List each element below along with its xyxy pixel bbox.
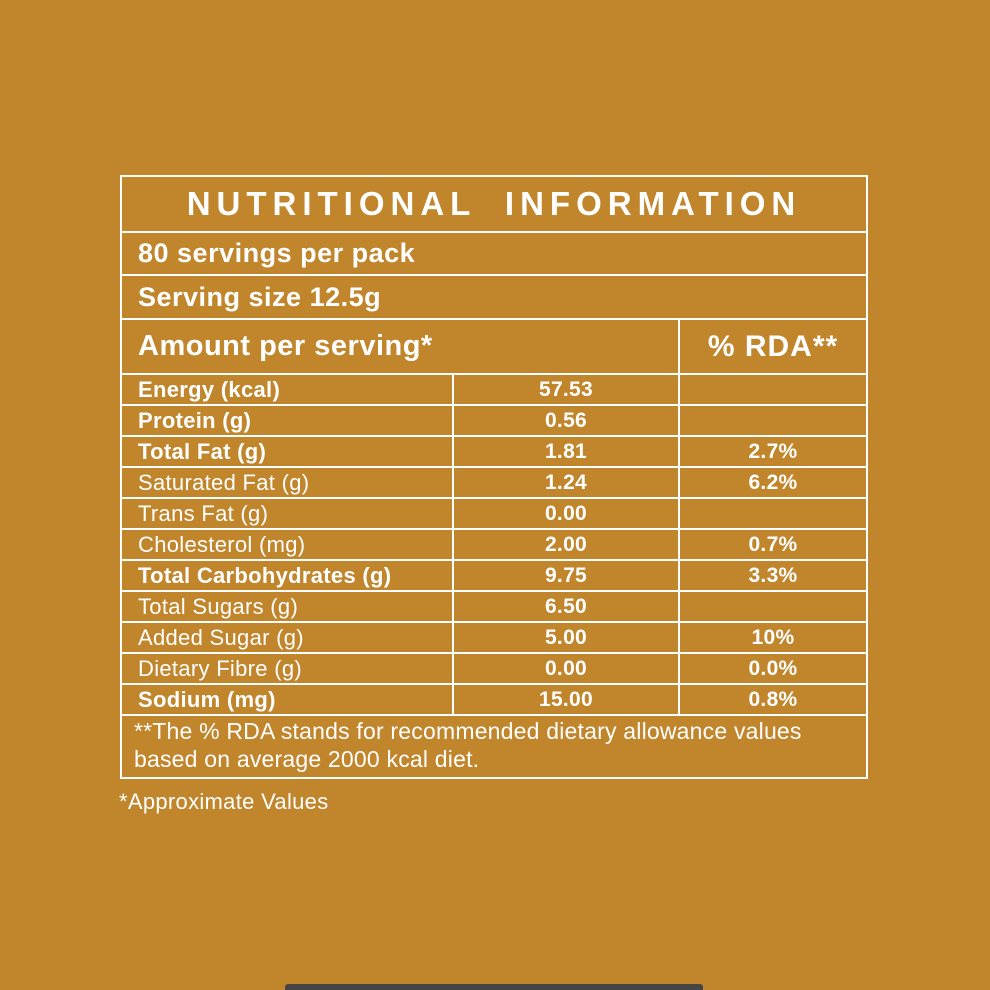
- approximate-values-note: *Approximate Values: [119, 789, 329, 814]
- nutrient-amount: 6.50: [452, 592, 678, 621]
- table-row-protein: Protein (g) 0.56: [122, 404, 866, 435]
- nutrient-label: Trans Fat (g): [138, 500, 269, 526]
- nutrient-amount: 1.81: [452, 437, 678, 466]
- panel-title: NUTRITIONAL INFORMATION: [186, 185, 802, 222]
- nutrient-label: Total Fat (g): [138, 438, 267, 464]
- nutrient-amount: 2.00: [452, 530, 678, 559]
- table-row-energy: Energy (kcal) 57.53: [122, 373, 866, 404]
- nutrient-rda: [678, 406, 866, 435]
- table-row-total-carbohydrates: Total Carbohydrates (g) 9.75 3.3%: [122, 559, 866, 590]
- nutrient-rda: [678, 499, 866, 528]
- nutrient-rda: 0.0%: [678, 654, 866, 683]
- nutrient-amount: 15.00: [452, 685, 678, 714]
- nutrient-rda: [678, 375, 866, 404]
- nutrient-amount: 0.56: [452, 406, 678, 435]
- home-indicator-bar: [285, 984, 703, 990]
- nutrient-amount: 0.00: [452, 499, 678, 528]
- nutrient-label: Sodium (mg): [138, 686, 276, 712]
- table-header-row: Amount per serving* % RDA**: [122, 318, 866, 373]
- table-row-added-sugar: Added Sugar (g) 5.00 10%: [122, 621, 866, 652]
- serving-size: Serving size 12.5g: [122, 274, 866, 318]
- servings-per-pack: 80 servings per pack: [122, 231, 866, 274]
- table-row-sodium: Sodium (mg) 15.00 0.8%: [122, 683, 866, 714]
- nutrient-label: Total Sugars (g): [138, 593, 299, 619]
- table-row-saturated-fat: Saturated Fat (g) 1.24 6.2%: [122, 466, 866, 497]
- nutrient-rda: 0.8%: [678, 685, 866, 714]
- nutrient-rda: 0.7%: [678, 530, 866, 559]
- table-row-dietary-fibre: Dietary Fibre (g) 0.00 0.0%: [122, 652, 866, 683]
- nutrient-rda: [678, 592, 866, 621]
- nutrient-label: Energy (kcal): [138, 376, 281, 402]
- nutrient-label: Total Carbohydrates (g): [138, 562, 392, 588]
- nutrient-amount: 0.00: [452, 654, 678, 683]
- table-row-total-fat: Total Fat (g) 1.81 2.7%: [122, 435, 866, 466]
- nutrient-rda: 6.2%: [678, 468, 866, 497]
- nutrient-amount: 9.75: [452, 561, 678, 590]
- rda-footnote: **The % RDA stands for recommended dieta…: [122, 714, 866, 774]
- nutrient-label: Saturated Fat (g): [138, 469, 310, 495]
- nutrient-rda: 3.3%: [678, 561, 866, 590]
- nutrient-rda: 2.7%: [678, 437, 866, 466]
- nutrient-amount: 57.53: [452, 375, 678, 404]
- amount-per-serving-header: Amount per serving*: [138, 330, 433, 362]
- nutrient-label: Added Sugar (g): [138, 624, 304, 650]
- nutrient-label: Protein (g): [138, 407, 252, 433]
- table-row-trans-fat: Trans Fat (g) 0.00: [122, 497, 866, 528]
- table-row-cholesterol: Cholesterol (mg) 2.00 0.7%: [122, 528, 866, 559]
- nutrient-rda: 10%: [678, 623, 866, 652]
- nutrient-amount: 1.24: [452, 468, 678, 497]
- nutrient-label: Cholesterol (mg): [138, 531, 306, 557]
- nutrition-facts-panel: NUTRITIONAL INFORMATION 80 servings per …: [120, 175, 868, 779]
- nutrient-label: Dietary Fibre (g): [138, 655, 303, 681]
- table-row-total-sugars: Total Sugars (g) 6.50: [122, 590, 866, 621]
- nutrient-amount: 5.00: [452, 623, 678, 652]
- rda-header: % RDA**: [678, 320, 866, 373]
